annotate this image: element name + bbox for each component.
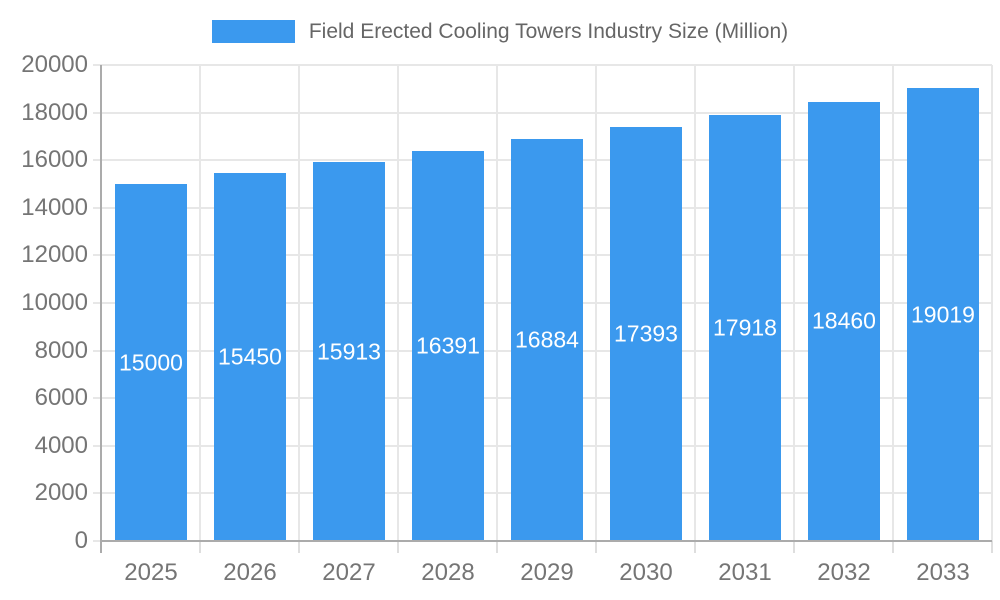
- x-axis-tick: [298, 541, 300, 553]
- bar[interactable]: [313, 162, 385, 540]
- y-axis-tick: [93, 254, 101, 256]
- x-axis-tick-label: 2029: [520, 559, 574, 586]
- x-axis-tick-label: 2027: [322, 559, 376, 586]
- y-axis-tick-label: 12000: [21, 241, 88, 268]
- x-axis-tick-label: 2032: [817, 559, 871, 586]
- y-gridline: [101, 64, 992, 66]
- x-axis-tick: [397, 541, 399, 553]
- y-axis-tick: [93, 64, 101, 66]
- x-axis-tick: [892, 541, 894, 553]
- x-gridline: [991, 65, 993, 541]
- bar-value-label: 15000: [119, 349, 183, 376]
- legend-swatch-icon: [211, 20, 295, 43]
- x-axis-tick-label: 2030: [619, 559, 673, 586]
- y-axis-tick-label: 14000: [21, 194, 88, 221]
- x-axis-tick: [595, 541, 597, 553]
- x-gridline: [298, 65, 300, 541]
- bar[interactable]: [115, 184, 187, 540]
- y-axis-tick: [93, 112, 101, 114]
- x-axis-tick: [694, 541, 696, 553]
- x-axis-tick-label: 2028: [421, 559, 475, 586]
- y-axis-tick: [93, 445, 101, 447]
- y-axis-tick-label: 4000: [34, 432, 88, 459]
- legend[interactable]: Field Erected Cooling Towers Industry Si…: [0, 19, 1000, 44]
- bar[interactable]: [907, 88, 979, 540]
- x-axis-tick: [496, 541, 498, 553]
- y-axis-tick-label: 6000: [34, 384, 88, 411]
- y-axis-tick-label: 0: [74, 527, 88, 554]
- x-axis-tick-label: 2026: [223, 559, 277, 586]
- bar-value-label: 15450: [218, 343, 282, 370]
- y-axis-tick-label: 20000: [21, 51, 88, 78]
- x-axis-line: [101, 540, 992, 542]
- bar[interactable]: [412, 151, 484, 540]
- y-axis-tick: [93, 540, 101, 542]
- x-gridline: [793, 65, 795, 541]
- y-axis-line: [100, 65, 102, 553]
- legend-label: Field Erected Cooling Towers Industry Si…: [308, 20, 789, 43]
- x-axis-tick-label: 2031: [718, 559, 772, 586]
- bar-value-label: 16391: [416, 332, 480, 359]
- bar-value-label: 19019: [911, 301, 975, 328]
- y-axis-tick: [93, 302, 101, 304]
- y-axis-tick: [93, 159, 101, 161]
- y-axis-tick: [93, 492, 101, 494]
- bar-value-label: 15913: [317, 338, 381, 365]
- y-axis-tick: [93, 350, 101, 352]
- x-gridline: [496, 65, 498, 541]
- bar[interactable]: [214, 173, 286, 540]
- bar-value-label: 17918: [713, 314, 777, 341]
- x-gridline: [397, 65, 399, 541]
- x-axis-tick-label: 2025: [124, 559, 178, 586]
- y-axis-tick-label: 2000: [34, 479, 88, 506]
- x-axis-tick: [199, 541, 201, 553]
- bar[interactable]: [709, 115, 781, 540]
- y-axis-tick-label: 8000: [34, 337, 88, 364]
- x-axis-tick: [991, 541, 993, 553]
- y-gridline: [101, 112, 992, 114]
- bar[interactable]: [808, 102, 880, 540]
- x-axis-tick: [793, 541, 795, 553]
- y-axis-tick-label: 10000: [21, 289, 88, 316]
- bar-value-label: 18460: [812, 307, 876, 334]
- y-axis-tick-label: 16000: [21, 146, 88, 173]
- y-axis-tick: [93, 397, 101, 399]
- bar[interactable]: [610, 127, 682, 540]
- y-axis-tick-label: 18000: [21, 99, 88, 126]
- x-gridline: [892, 65, 894, 541]
- x-gridline: [199, 65, 201, 541]
- bar-value-label: 17393: [614, 320, 678, 347]
- x-gridline: [595, 65, 597, 541]
- bar[interactable]: [511, 139, 583, 540]
- x-axis-tick-label: 2033: [916, 559, 970, 586]
- y-axis-tick: [93, 207, 101, 209]
- bar-value-label: 16884: [515, 326, 579, 353]
- x-gridline: [694, 65, 696, 541]
